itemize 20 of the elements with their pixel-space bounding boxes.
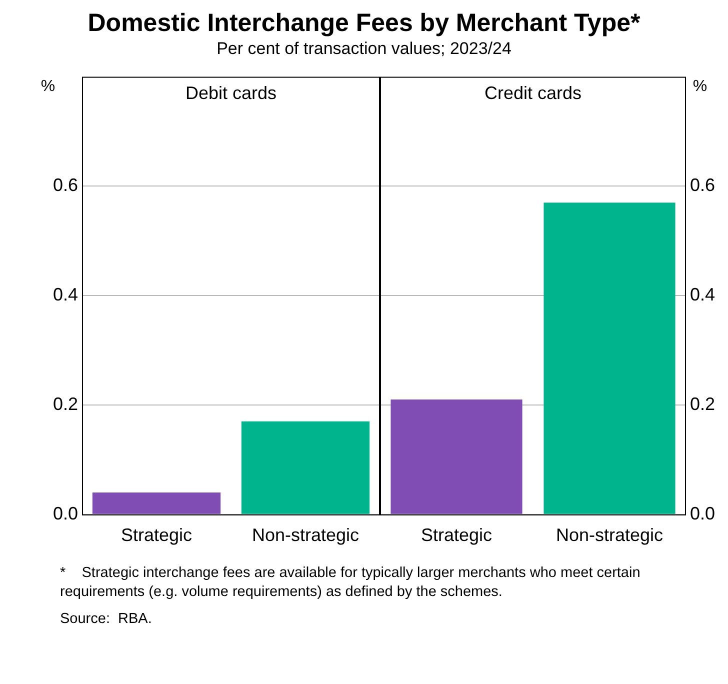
y2-axis-title: % <box>692 78 708 96</box>
y-tick-label: 0.2 <box>52 394 78 414</box>
source-note: Source: RBA. <box>60 610 153 629</box>
y2-tick-label: 0.0 <box>690 503 716 524</box>
y-axis-title: % <box>40 78 56 96</box>
y-tick-label: 0.0 <box>52 503 78 524</box>
y2-tick-label: 0.2 <box>690 394 716 414</box>
y-tick-label: 0.6 <box>52 175 78 196</box>
y2-tick-label: 0.4 <box>690 284 716 305</box>
x-tick-label: Non-strategic <box>252 525 360 546</box>
chart-title: Debit cards <box>185 82 277 103</box>
text: Domestic Interchange Fees by Merchant Type* <box>86 8 642 38</box>
text: * Strategic interchange fees are available for typically larger merchants who meet certain requirements (e.g. volume requirements) as defined by the schemes. <box>60 564 642 602</box>
text: Per cent of transaction values; 2023/24 <box>216 38 512 60</box>
chart-title: Credit cards <box>484 82 582 103</box>
x-tick-label: Strategic <box>420 525 492 546</box>
x-tick-label: Non-strategic <box>556 525 664 546</box>
y-tick-label: 0.4 <box>52 284 78 305</box>
x-tick-label: Strategic <box>120 525 192 546</box>
y2-tick-label: 0.6 <box>690 175 716 196</box>
